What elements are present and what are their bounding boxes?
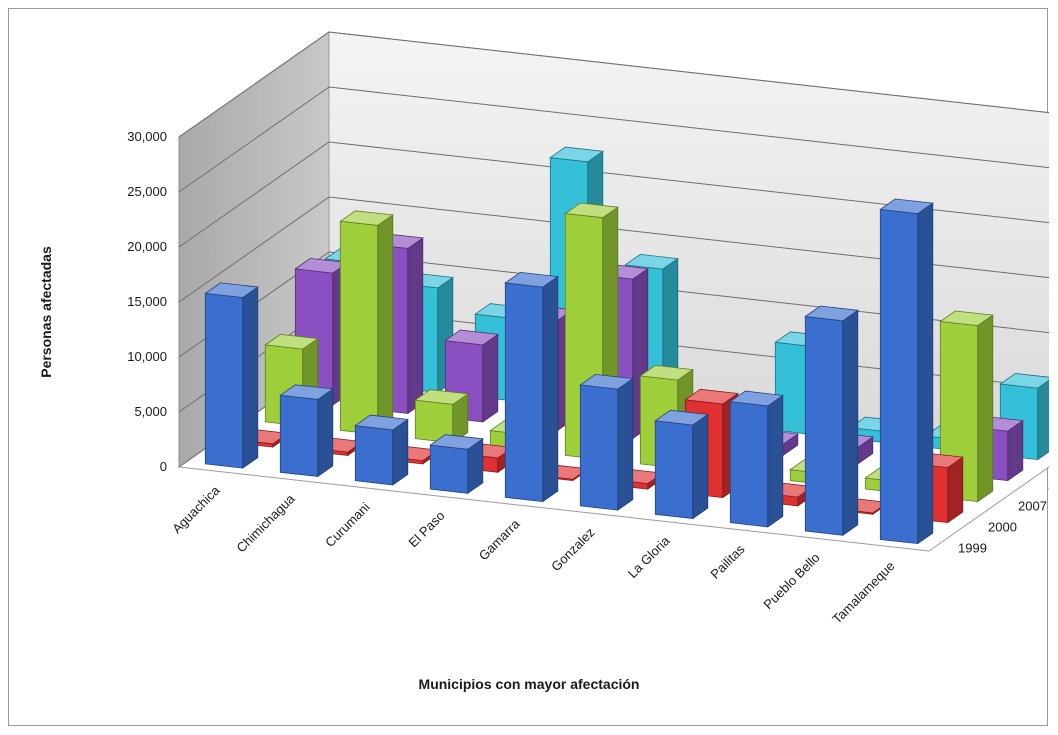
- bars: [204, 146, 1049, 545]
- chart-frame: 0 5,000 10,000 15,000 20,000 25,000 30,000 Agu…: [8, 8, 1049, 726]
- bar-2007-gamarra: [564, 202, 619, 461]
- y-tick-label: 5,000: [134, 404, 167, 419]
- x-axis-title: Municipios con mayor afectación: [419, 676, 640, 692]
- y-tick-label: 15,000: [127, 294, 167, 309]
- chart-3d-column: 0 5,000 10,000 15,000 20,000 25,000 30,000 Agu…: [38, 31, 1049, 692]
- x-tick-label: La Gloria: [625, 533, 673, 581]
- series-label: 1999: [958, 541, 987, 556]
- series-tick-labels: 19992000200720102011: [958, 478, 1049, 556]
- bar-1999-pueblo-bello: [804, 305, 859, 537]
- y-tick-label: 0: [160, 459, 167, 474]
- x-tick-label: Pailitas: [707, 541, 748, 582]
- x-tick-label: Tamalameque: [829, 558, 897, 626]
- bar-1999-el-paso: [429, 434, 484, 495]
- bar-2007-curumani: [414, 389, 469, 444]
- gridline: [178, 86, 1049, 193]
- gridline: [178, 31, 1049, 138]
- x-tick-label: Chimichagua: [233, 491, 298, 556]
- x-tick-label: Gonzalez: [548, 525, 597, 574]
- bar-1999-aguachica: [204, 282, 259, 469]
- y-tick-label: 25,000: [127, 184, 167, 199]
- y-tick-label: 30,000: [127, 129, 167, 144]
- x-tick-label: Gamarra: [476, 516, 523, 563]
- bar-1999-curumani: [354, 414, 409, 486]
- y-tick-label: 20,000: [127, 239, 167, 254]
- x-tick-label: Pueblo Bello: [760, 550, 822, 612]
- y-tick-labels: 0 5,000 10,000 15,000 20,000 25,000 30,000: [127, 129, 167, 474]
- bar-1999-chimichagua: [279, 384, 334, 478]
- series-label: 2010: [1048, 478, 1049, 493]
- gridline: [178, 196, 1049, 303]
- bar-1999-gamarra: [504, 271, 559, 503]
- y-tick-label: 10,000: [127, 349, 167, 364]
- x-tick-label: Aguachica: [169, 482, 223, 536]
- bar-1999-tamalameque: [879, 198, 934, 545]
- gridline: [178, 141, 1049, 248]
- bar-2007-chimichagua: [339, 210, 394, 436]
- x-tick-label: El Paso: [405, 508, 447, 550]
- bar-1999-la-gloria: [654, 409, 709, 520]
- series-label: 2007: [1018, 499, 1047, 514]
- bar-1999-gonzalez: [579, 373, 634, 511]
- x-tick-label: Curumani: [322, 499, 373, 550]
- bar-1999-pailitas: [729, 390, 784, 528]
- y-axis-title: Personas afectadas: [38, 246, 54, 378]
- series-label: 2000: [988, 520, 1017, 535]
